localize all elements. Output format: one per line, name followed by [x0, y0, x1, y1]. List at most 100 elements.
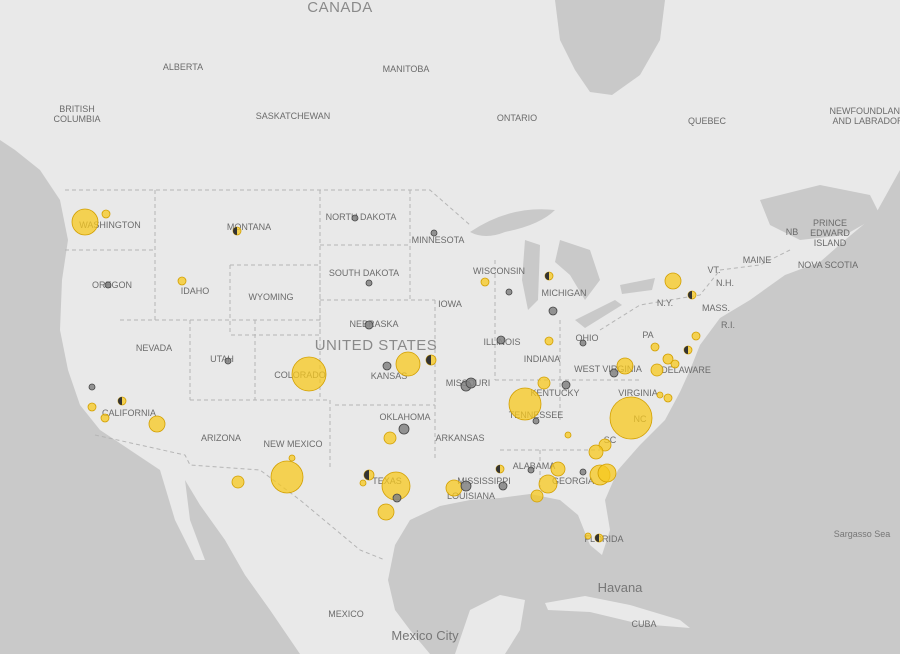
place-label: LOUISIANA [447, 491, 495, 501]
lake-huron [555, 240, 600, 300]
marker [398, 423, 410, 435]
marker [564, 431, 572, 439]
place-label: PRINCE EDWARD ISLAND [810, 218, 850, 248]
marker [100, 413, 110, 423]
marker-slice [595, 534, 599, 542]
label-line: MEXICO [328, 609, 364, 619]
marker [548, 306, 558, 316]
label-line: OREGON [92, 280, 132, 290]
marker [691, 331, 701, 341]
marker-slice [688, 291, 692, 299]
label-line: NEWFOUNDLAND [829, 106, 900, 116]
label-line: VT. [707, 265, 720, 275]
marker [364, 320, 374, 330]
place-label: SC [604, 435, 617, 445]
label-line: PA [642, 330, 653, 340]
place-label: MASS. [702, 303, 730, 313]
marker [544, 336, 554, 346]
marker-slice [545, 272, 549, 280]
label-line: KENTUCKY [530, 388, 579, 398]
label-line: VIRGINIA [618, 388, 658, 398]
marker [579, 468, 587, 476]
marker [395, 351, 421, 377]
place-label: N.H. [716, 278, 734, 288]
place-label: OREGON [92, 280, 132, 290]
marker [498, 481, 508, 491]
label-line: FLORIDA [584, 534, 623, 544]
labels: CANADA ALBERTA BRITISH COLUMBIA MANITOBA SASK… [53, 0, 900, 643]
place-label: SOUTH DAKOTA [329, 268, 399, 278]
place-label: CANADA [307, 0, 373, 16]
marker [616, 357, 634, 375]
bubbles [71, 208, 701, 543]
place-label: NOVA SCOTIA [798, 260, 858, 270]
label-line: NEBRASKA [349, 319, 398, 329]
label-line: INDIANA [524, 354, 561, 364]
marker [88, 383, 96, 391]
place-label: SASKATCHEWAN [256, 111, 331, 121]
marker [656, 391, 664, 399]
marker [537, 376, 551, 390]
marker [377, 503, 395, 521]
label-line: ISLAND [814, 238, 847, 248]
marker-slice [496, 465, 500, 473]
marker [101, 209, 111, 219]
label-line: UTAH [210, 354, 234, 364]
label-line: N.Y. [657, 298, 673, 308]
place-label: CUBA [631, 619, 656, 629]
marker [588, 444, 604, 460]
marker [496, 335, 506, 345]
place-label: NEWFOUNDLAND AND LABRADOR [829, 106, 900, 126]
place-label: MEXICO [328, 609, 364, 619]
label-line: ALBERTA [163, 62, 203, 72]
place-label: ONTARIO [497, 113, 537, 123]
marker [430, 229, 438, 237]
label-line: GEORGIA [552, 476, 594, 486]
label-line: IDAHO [181, 286, 210, 296]
label-line: COLUMBIA [53, 114, 100, 124]
label-line: LOUISIANA [447, 491, 495, 501]
marker [392, 493, 402, 503]
gulf-st-lawrence [760, 185, 880, 240]
label-line: MINNESOTA [412, 235, 465, 245]
place-label: MINNESOTA [412, 235, 465, 245]
place-label: NEBRASKA [349, 319, 398, 329]
marker [662, 353, 674, 365]
marker [609, 396, 653, 440]
label-line: SOUTH DAKOTA [329, 268, 399, 278]
label-line: UNITED STATES [315, 337, 438, 354]
label-line: PRINCE [813, 218, 847, 228]
marker [650, 363, 664, 377]
place-label: WASHINGTON [79, 220, 141, 230]
place-label: OHIO [575, 333, 598, 343]
marker-slice [684, 346, 688, 354]
label-line: SC [604, 435, 617, 445]
marker [87, 402, 97, 412]
place-label: NB [786, 227, 799, 237]
marker [508, 387, 542, 421]
label-line: ARIZONA [201, 433, 241, 443]
place-label: R.I. [721, 320, 735, 330]
marker [445, 479, 463, 497]
place-label: NORTH DAKOTA [326, 212, 397, 222]
marker [597, 463, 617, 483]
place-label: N.Y. [657, 298, 673, 308]
borders [65, 189, 791, 561]
place-label: BRITISH COLUMBIA [53, 104, 100, 124]
label-line: KANSAS [371, 371, 408, 381]
marker [465, 377, 477, 389]
marker [538, 474, 558, 494]
label-line: MANITOBA [383, 64, 430, 74]
place-label: MAINE [743, 255, 772, 265]
place-label: MISSISSIPPI [457, 476, 511, 486]
label-line: MASS. [702, 303, 730, 313]
label-line: MONTANA [227, 222, 271, 232]
label-line: CALIFORNIA [102, 408, 156, 418]
label-line: NORTH DAKOTA [326, 212, 397, 222]
label-line: ARKANSAS [435, 433, 484, 443]
label-line: NEVADA [136, 343, 172, 353]
marker [291, 356, 327, 392]
place-label: NEVADA [136, 343, 172, 353]
marker [231, 475, 245, 489]
